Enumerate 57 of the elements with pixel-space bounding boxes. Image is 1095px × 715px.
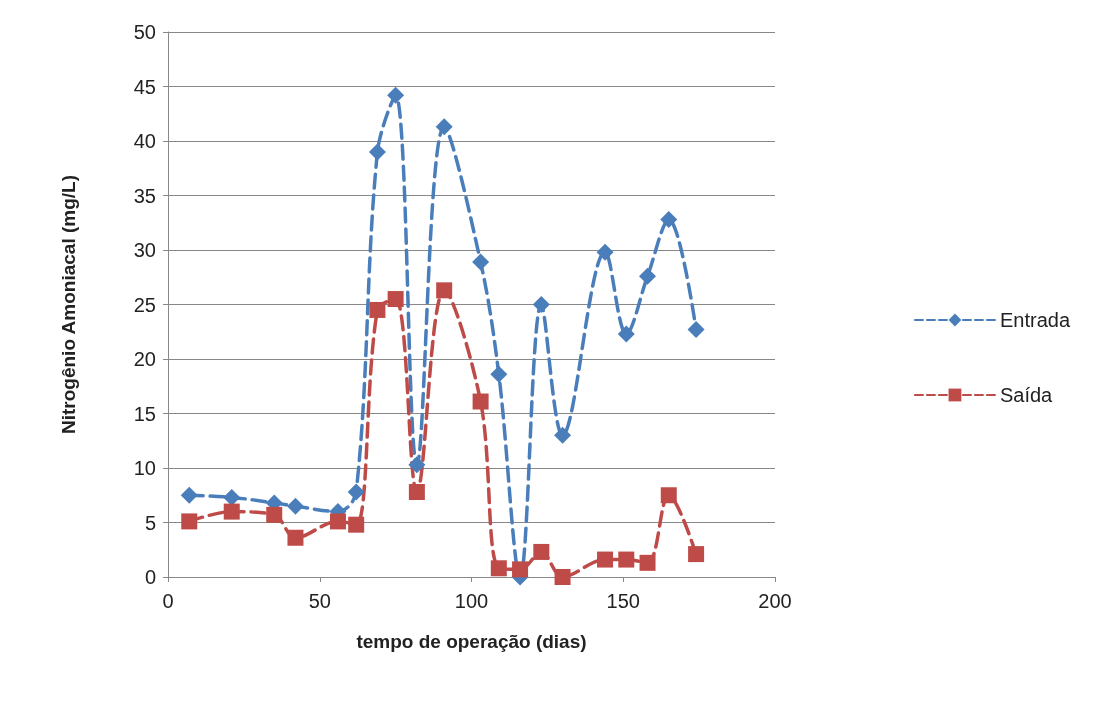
point (490, 560, 507, 577)
point (369, 301, 386, 318)
x-tick-label: 150 (606, 590, 640, 612)
legend-label: Saída (999, 384, 1054, 406)
point (286, 497, 304, 515)
point (387, 86, 405, 104)
point (181, 513, 198, 530)
point (687, 321, 705, 339)
point (266, 506, 283, 523)
point (287, 529, 304, 546)
point (368, 143, 386, 161)
x-tick-label: 100 (454, 590, 489, 612)
point (688, 546, 705, 563)
point (347, 483, 365, 501)
y-tick-label: 50 (133, 21, 156, 43)
y-tick-label: 40 (133, 130, 156, 152)
point (597, 551, 614, 568)
point (618, 551, 635, 568)
y-axis-title: Nitrogênio Amoniacal (mg/L) (58, 175, 79, 434)
point (554, 426, 572, 444)
point (180, 486, 198, 504)
point (490, 365, 508, 383)
point (617, 325, 635, 343)
point (329, 513, 346, 530)
point (223, 488, 241, 506)
y-tick-label: 0 (144, 566, 156, 588)
point (387, 291, 404, 308)
point (408, 483, 425, 500)
point (512, 561, 529, 578)
y-tick-label: 30 (133, 239, 156, 261)
y-tick-label: 20 (133, 348, 156, 370)
point (532, 296, 550, 313)
y-tick-label: 25 (133, 293, 156, 316)
x-tick-label: 200 (758, 590, 792, 612)
y-tick-label: 10 (133, 457, 156, 479)
point (472, 393, 489, 410)
point (435, 118, 453, 136)
point (660, 210, 678, 228)
x-axis-title: tempo de operação (dias) (356, 631, 587, 652)
x-tick-label: 50 (308, 590, 331, 612)
point (223, 503, 240, 520)
y-tick-label: 15 (133, 402, 156, 425)
y-tick-label: 35 (133, 184, 156, 207)
point (554, 569, 571, 585)
point (408, 456, 426, 474)
legend-label: Entrada (999, 309, 1071, 331)
x-tick-label: 0 (162, 590, 174, 612)
point (660, 487, 677, 504)
y-tick-label: 5 (144, 511, 156, 534)
point (436, 282, 453, 299)
point (639, 554, 656, 571)
point (639, 267, 657, 285)
point (533, 543, 550, 560)
point (596, 243, 614, 261)
point (472, 253, 490, 271)
point (348, 516, 365, 533)
y-tick-label: 45 (133, 75, 156, 98)
